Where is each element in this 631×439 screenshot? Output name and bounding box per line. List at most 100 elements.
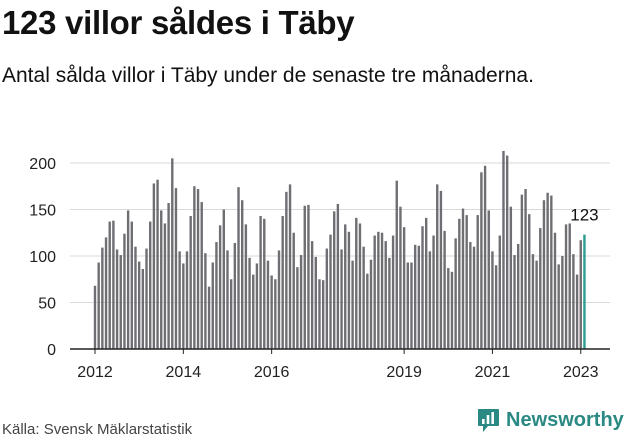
bar <box>579 240 582 349</box>
bar <box>200 202 203 349</box>
bar <box>108 221 111 349</box>
bar <box>439 190 443 349</box>
bar <box>380 232 384 349</box>
bar <box>226 250 229 349</box>
bar <box>233 242 237 349</box>
y-tick-label: 100 <box>29 249 56 266</box>
bar <box>193 186 196 349</box>
bar <box>402 227 406 349</box>
x-tick-label: 2016 <box>254 364 290 381</box>
bar <box>373 235 376 349</box>
bar <box>149 221 152 349</box>
bar <box>557 264 560 349</box>
bar <box>498 235 501 349</box>
bar <box>270 275 273 349</box>
bar <box>314 256 317 349</box>
bar <box>388 257 391 349</box>
bar <box>321 280 325 349</box>
bar <box>575 274 579 349</box>
bar <box>347 231 351 349</box>
bar <box>160 210 163 349</box>
bar <box>296 267 299 349</box>
bar <box>101 247 104 349</box>
bar <box>351 260 354 349</box>
bar <box>542 200 546 349</box>
bar <box>167 202 170 349</box>
bar <box>483 165 487 349</box>
brand-name: Newsworthy <box>506 408 624 431</box>
bar <box>218 225 222 349</box>
bar <box>196 189 200 349</box>
bar <box>123 233 126 349</box>
chart-title: 123 villor såldes i Täby <box>2 4 355 41</box>
bar <box>259 216 262 349</box>
bar <box>524 189 527 349</box>
bar <box>130 221 133 349</box>
bar <box>189 216 192 349</box>
bar <box>274 279 277 349</box>
bar <box>509 206 513 349</box>
bar <box>252 274 255 349</box>
bar <box>366 273 369 349</box>
bar <box>104 237 108 349</box>
bar <box>340 249 343 349</box>
bar <box>531 254 535 349</box>
bar <box>406 262 409 349</box>
bar <box>163 223 167 349</box>
bar <box>369 259 373 349</box>
bar <box>480 172 483 349</box>
bar <box>174 188 178 349</box>
brand-logo[interactable]: Newsworthy <box>476 407 624 433</box>
bar <box>237 187 240 349</box>
bar <box>333 211 336 349</box>
bar <box>568 223 571 349</box>
bar <box>399 206 402 349</box>
x-tick-label: 2019 <box>386 364 422 381</box>
y-tick-label: 0 <box>47 342 56 359</box>
bar <box>539 228 542 349</box>
bar <box>362 246 365 349</box>
bar <box>215 242 218 349</box>
bar <box>241 200 244 349</box>
bar <box>336 203 340 349</box>
bar <box>395 180 398 349</box>
bar <box>443 230 446 349</box>
bar <box>417 245 421 349</box>
y-tick-label: 150 <box>29 203 56 220</box>
bar <box>248 257 251 349</box>
bar <box>277 250 281 349</box>
bar <box>310 241 314 349</box>
bar <box>156 179 159 349</box>
bar <box>505 155 509 349</box>
bar <box>97 262 100 349</box>
bar <box>428 251 432 349</box>
bar <box>432 235 435 349</box>
bar <box>178 251 181 349</box>
bar <box>93 285 97 349</box>
bar <box>472 246 476 349</box>
bar <box>255 263 259 349</box>
bar <box>263 218 266 349</box>
bar <box>292 232 295 349</box>
bar <box>476 215 479 349</box>
bar <box>450 271 454 349</box>
bar <box>546 192 549 349</box>
bar <box>112 220 115 349</box>
newsworthy-logo-icon <box>478 409 499 432</box>
bar <box>487 210 490 349</box>
bar <box>461 208 465 349</box>
bar <box>299 255 303 349</box>
bar <box>377 231 380 349</box>
bar <box>535 260 538 349</box>
x-tick-label: 2021 <box>475 364 511 381</box>
bar <box>458 218 461 349</box>
bar <box>185 251 189 349</box>
bar <box>413 244 417 349</box>
bar <box>285 191 288 349</box>
bar <box>465 215 468 349</box>
bar <box>307 204 310 349</box>
bar <box>141 269 145 349</box>
bar <box>119 255 122 349</box>
bar <box>384 241 387 349</box>
